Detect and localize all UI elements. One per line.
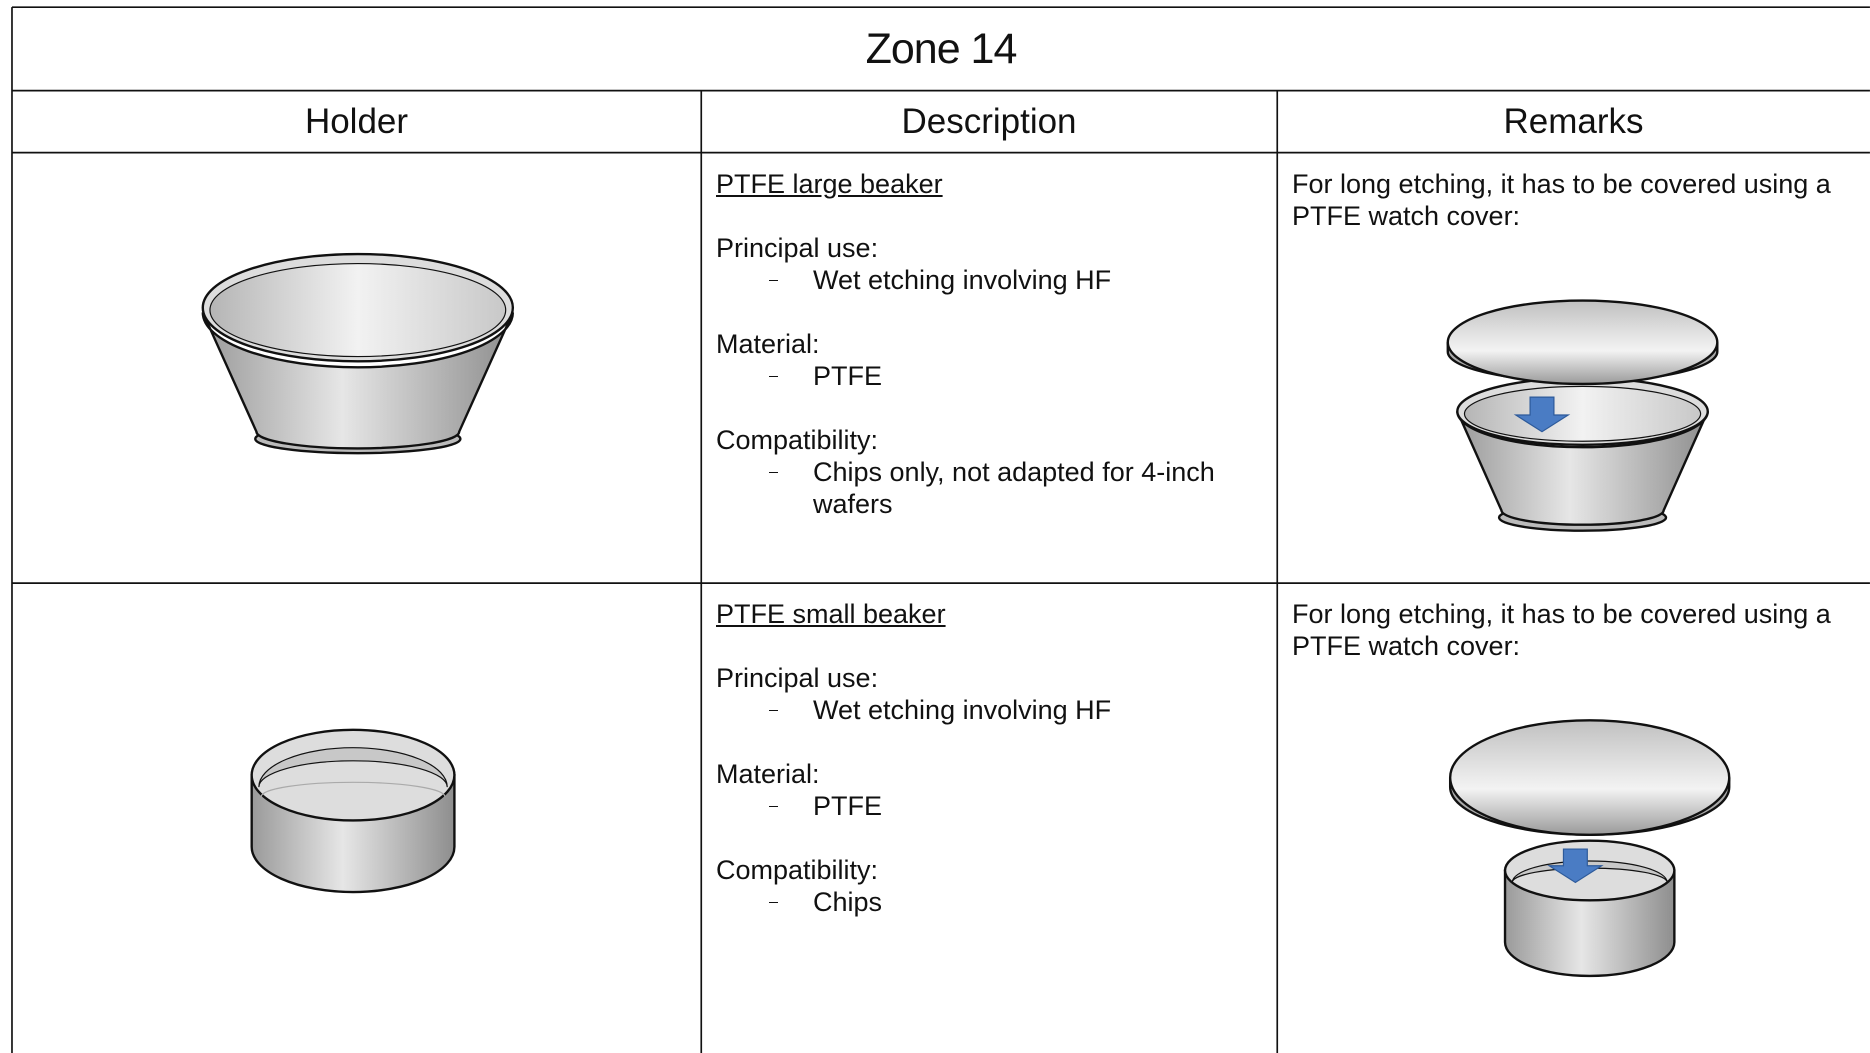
section-label: Material:	[716, 329, 820, 359]
section-item: Chips only, not adapted for 4-inch wafer…	[716, 456, 1263, 520]
description-section: Principal use: Wet etching involving HF	[716, 232, 1266, 296]
large-beaker-with-cover	[1446, 299, 1719, 532]
table-title: Zone 14	[865, 25, 1018, 73]
section-label: Compatibility:	[716, 425, 879, 455]
remarks: For long etching, it has to be covered u…	[1292, 599, 1831, 661]
section-label: Principal use:	[716, 663, 879, 693]
section-label: Compatibility:	[716, 855, 879, 885]
section-label: Material:	[716, 759, 820, 789]
section-item: PTFE	[716, 360, 1263, 392]
remarks: For long etching, it has to be covered u…	[1292, 169, 1831, 231]
description-title: PTFE large beaker	[716, 169, 943, 199]
description: PTFE small beaker Principal use: Wet etchi…	[716, 598, 1266, 950]
description-section: Material: PTFE	[716, 328, 1266, 392]
section-item: Wet etching involving HF	[716, 264, 1263, 296]
description-section: Material: PTFE	[716, 758, 1266, 822]
description-section: Principal use: Wet etching involving HF	[716, 662, 1266, 726]
column-header: Remarks	[1503, 102, 1644, 141]
small-beaker-with-cover	[1448, 719, 1731, 978]
column-header: Holder	[304, 102, 409, 141]
section-item: Wet etching involving HF	[716, 694, 1263, 726]
column-header: Description	[901, 102, 1077, 141]
description-section: Compatibility: Chips only, not adapted fo…	[716, 424, 1266, 520]
description-title: PTFE small beaker	[716, 599, 946, 629]
section-item: PTFE	[716, 790, 1263, 822]
small-beaker	[250, 728, 456, 894]
description-section: Compatibility: Chips	[716, 854, 1266, 918]
section-label: Principal use:	[716, 233, 879, 263]
large-beaker	[201, 252, 515, 455]
section-item: Chips	[716, 886, 1263, 918]
description: PTFE large beaker Principal use: Wet etchi…	[716, 168, 1266, 552]
